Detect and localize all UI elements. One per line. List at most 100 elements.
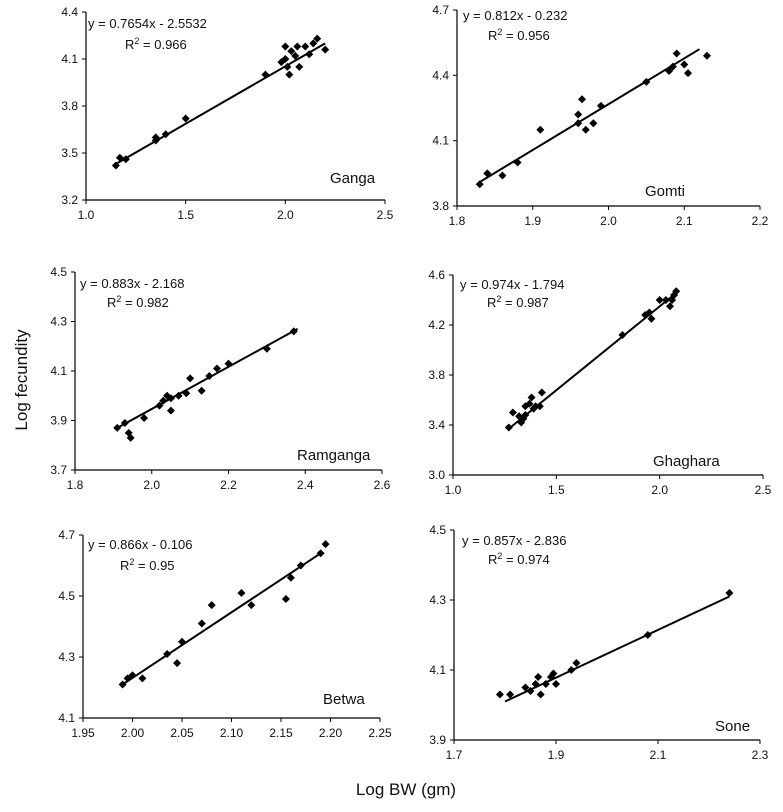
data-point (159, 396, 168, 405)
data-point (668, 62, 677, 71)
data-point (527, 393, 536, 402)
data-point (281, 42, 290, 51)
data-point (174, 391, 183, 400)
data-point (291, 51, 300, 60)
data-point (173, 659, 182, 668)
y-tick-label: 4.2 (428, 318, 445, 332)
y-tick-label: 3.4 (428, 418, 445, 432)
data-point (178, 637, 186, 646)
y-tick-label: 4.1 (58, 711, 75, 725)
r-squared: R2 = 0.974 (488, 551, 550, 567)
data-point (305, 50, 314, 59)
data-point (309, 39, 318, 48)
data-point (567, 666, 576, 674)
x-tick-label: 2.0 (143, 478, 160, 492)
data-point (321, 45, 330, 54)
data-point (552, 680, 560, 688)
x-axis-label: Log BW (gm) (356, 780, 456, 799)
data-point (508, 408, 517, 417)
y-tick-label: 3.0 (428, 468, 445, 482)
data-point (155, 401, 164, 410)
data-point (316, 549, 325, 558)
r-squared-value: = 0.987 (501, 295, 548, 310)
data-point (166, 406, 175, 415)
y-tick-label: 3.2 (61, 193, 78, 207)
data-point (655, 296, 664, 304)
y-tick-label: 3.7 (50, 463, 67, 477)
panel-gomti: 1.8 1.9 2.0 2.1 2.2 3.8 4.1 4.4 4.7 y = 0.812x - … (432, 3, 768, 228)
y-tick-label: 4.1 (432, 134, 449, 148)
y-tick-label: 4.1 (50, 364, 67, 378)
x-tick-label: 1.5 (177, 208, 194, 222)
x-tick-label: 1.5 (548, 483, 565, 497)
data-point (645, 308, 654, 317)
y-tick-label: 4.4 (432, 68, 449, 82)
regression-equation: y = 0.7654x - 2.5532 (88, 16, 207, 31)
regression-equation: y = 0.857x - 2.836 (462, 533, 566, 548)
data-point (572, 659, 581, 667)
data-point (113, 423, 122, 432)
panel-ghaghara: 1.0 1.5 2.0 2.5 3.0 3.4 3.8 4.2 4.6 y = 0.974x - … (428, 268, 771, 497)
data-point (140, 414, 149, 423)
x-tick-label: 1.9 (548, 748, 565, 762)
data-point (665, 66, 674, 75)
data-point (287, 47, 296, 56)
x-tick-label: 2.15 (269, 726, 293, 740)
data-point (212, 364, 221, 373)
r-squared-exponent: 2 (496, 294, 501, 304)
x-tick-label: 1.7 (446, 748, 463, 762)
data-point (205, 371, 214, 380)
data-point (296, 561, 305, 570)
data-point (581, 125, 590, 134)
data-point (197, 386, 206, 395)
data-point (115, 153, 124, 162)
data-point (286, 573, 295, 582)
trend-line (479, 48, 700, 183)
data-point (197, 619, 206, 628)
data-point (161, 130, 170, 139)
y-tick-label: 3.5 (61, 146, 78, 160)
data-point (596, 101, 605, 110)
data-point (293, 42, 302, 51)
r-squared-symbol: R (107, 295, 116, 310)
y-axis-label: Log fecundity (12, 329, 31, 431)
trend-line (504, 595, 730, 703)
r-squared-symbol: R (120, 558, 129, 573)
data-point (642, 77, 651, 86)
data-point (120, 418, 129, 427)
data-point (285, 70, 294, 79)
data-point (513, 158, 522, 167)
data-point (536, 125, 545, 134)
data-point (262, 344, 271, 353)
x-tick-label: 1.0 (445, 483, 462, 497)
data-point (237, 588, 246, 597)
data-point (207, 601, 216, 610)
data-point (166, 394, 175, 403)
data-point (475, 180, 484, 189)
r-squared-exponent: 2 (116, 294, 121, 304)
y-tick-label: 4.7 (58, 528, 75, 542)
r-squared-value: = 0.974 (502, 552, 549, 567)
r-squared-symbol: R (488, 28, 497, 43)
x-tick-label: 2.0 (651, 483, 668, 497)
data-point (181, 114, 190, 123)
r-squared-value: = 0.956 (502, 28, 549, 43)
panel-title: Ganga (330, 170, 376, 187)
r-squared-symbol: R (487, 295, 496, 310)
y-tick-label: 3.9 (50, 414, 67, 428)
r-squared-symbol: R (488, 552, 497, 567)
data-point (506, 690, 515, 699)
data-point (574, 119, 583, 128)
x-tick-label: 2.1 (676, 214, 693, 228)
data-point (725, 589, 734, 597)
y-tick-label: 4.3 (58, 650, 75, 664)
x-tick-label: 2.4 (297, 478, 314, 492)
data-point (672, 49, 681, 58)
data-point (684, 69, 693, 78)
data-point (504, 423, 513, 432)
data-point (521, 683, 530, 692)
x-tick-label: 2.20 (319, 726, 343, 740)
y-tick-label: 4.7 (432, 3, 449, 17)
data-point (672, 287, 681, 296)
